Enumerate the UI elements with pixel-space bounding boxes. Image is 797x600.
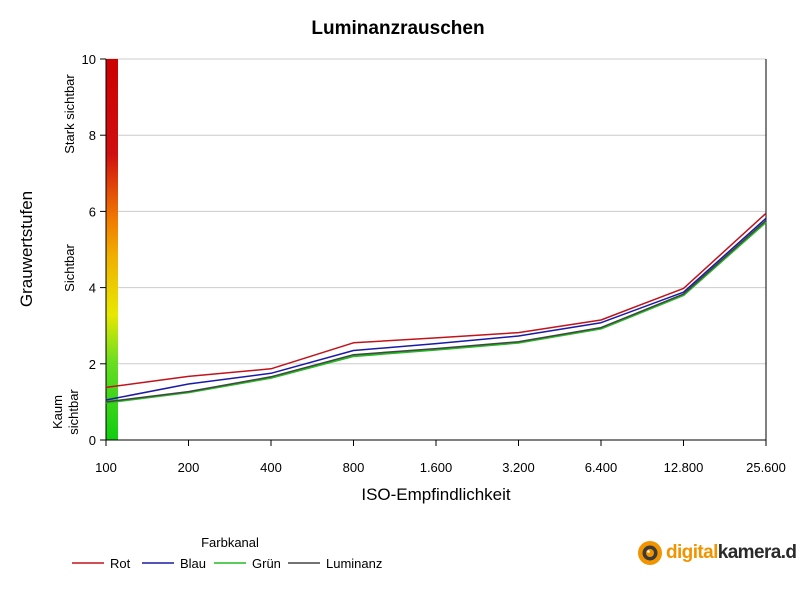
x-tick-label: 3.200 <box>502 460 535 475</box>
x-tick-labels: 100 200 400 800 1.600 3.200 6.400 12.800 25.600 <box>95 440 786 475</box>
legend: Farbkanal Rot Blau Grün Luminanz <box>72 535 382 571</box>
legend-label: Rot <box>110 556 131 571</box>
band-label-barely: Kaumsichtbar <box>50 389 81 435</box>
y-tick-label: 2 <box>89 357 96 372</box>
brand-text: digitalkamera.de <box>666 542 797 564</box>
x-tick-label: 400 <box>260 460 282 475</box>
camera-lens-logo-icon <box>638 541 662 565</box>
y-tick-label: 8 <box>89 128 96 143</box>
series-line-0 <box>105 212 767 389</box>
y-tick-label: 10 <box>82 52 96 67</box>
axes <box>105 59 767 441</box>
brand-logo: digitalkamera.de <box>637 538 797 568</box>
x-tick-label: 12.800 <box>664 460 704 475</box>
y-axis-title: Grauwertstufen <box>17 191 36 307</box>
band-label-strong: Stark sichtbar <box>62 74 77 154</box>
y-tick-labels: 0 2 4 6 8 10 <box>82 52 106 448</box>
legend-label: Luminanz <box>326 556 382 571</box>
grid-lines <box>106 58 766 365</box>
visibility-color-scale <box>106 59 118 440</box>
chart-title: Luminanzrauschen <box>311 18 484 39</box>
x-tick-label: 100 <box>95 460 117 475</box>
series-lines <box>105 212 767 404</box>
x-tick-label: 25.600 <box>746 460 786 475</box>
x-tick-label: 1.600 <box>420 460 453 475</box>
legend-label: Blau <box>180 556 206 571</box>
y-tick-label: 0 <box>89 433 96 448</box>
x-axis-title: ISO-Empfindlichkeit <box>361 485 511 504</box>
series-line-1 <box>105 217 767 401</box>
brand-text-accent: digital <box>666 542 718 563</box>
y-tick-label: 6 <box>89 204 96 219</box>
legend-label: Grün <box>252 556 281 571</box>
legend-title: Farbkanal <box>201 535 259 550</box>
x-tick-label: 800 <box>343 460 365 475</box>
y-tick-label: 4 <box>89 281 96 296</box>
brand-text-main: kamera.de <box>717 542 797 563</box>
series-line-3 <box>105 219 767 403</box>
series-line-2 <box>105 221 767 404</box>
x-tick-label: 6.400 <box>585 460 618 475</box>
x-tick-label: 200 <box>178 460 200 475</box>
band-label-visible: Sichtbar <box>62 243 77 291</box>
